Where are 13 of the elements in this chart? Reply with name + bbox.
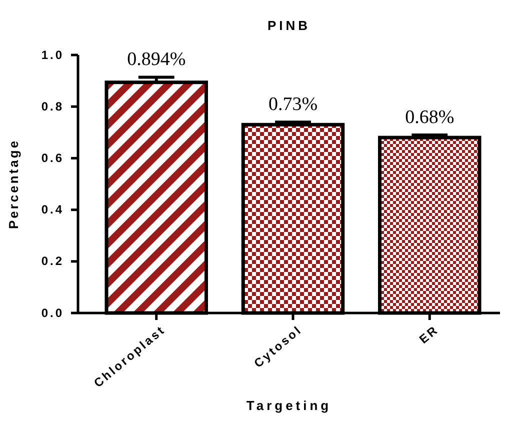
y-tick-label: 0.8 xyxy=(41,99,64,114)
y-tick-label: 1.0 xyxy=(41,48,64,62)
y-tick-label: 0.0 xyxy=(41,306,64,320)
data-label: 0.68% xyxy=(405,106,454,128)
y-tick-label: 0.2 xyxy=(41,254,64,268)
x-axis-title: Targeting xyxy=(246,398,332,413)
data-label: 0.73% xyxy=(268,94,318,116)
y-axis-title: Percentage xyxy=(6,138,21,230)
data-label: 0.894% xyxy=(127,49,186,70)
y-tick-label: 0.6 xyxy=(41,151,64,166)
y-tick-label: 0.4 xyxy=(41,202,64,217)
chart-title: PINB xyxy=(267,18,311,33)
x-tick-label: ER xyxy=(416,322,442,346)
